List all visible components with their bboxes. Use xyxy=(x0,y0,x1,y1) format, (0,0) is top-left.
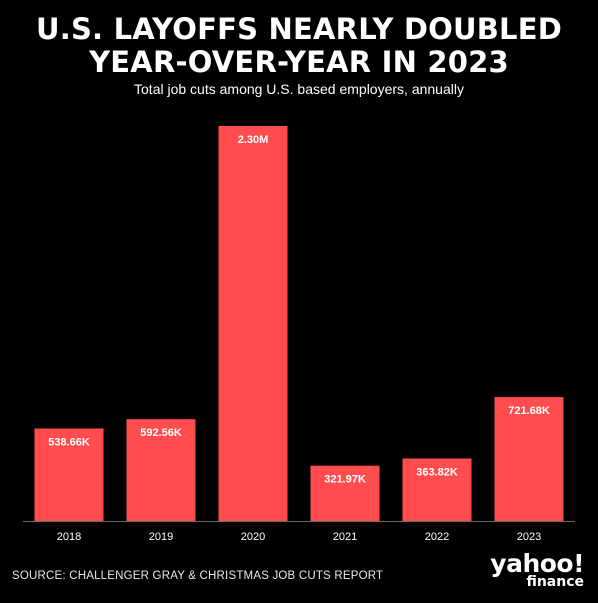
chart-title-line-2: YEAR-OVER-YEAR IN 2023 xyxy=(89,45,509,79)
chart-title-line-1: U.S. LAYOFFS NEARLY DOUBLED xyxy=(36,12,562,46)
x-tick-label-2021: 2021 xyxy=(333,531,357,543)
data-label-2022: 363.82K xyxy=(416,467,458,479)
bar-2020 xyxy=(218,126,288,521)
data-label-2021: 321.97K xyxy=(324,474,366,486)
data-label-2023: 721.68K xyxy=(508,405,550,417)
bar-2023 xyxy=(494,397,564,521)
yahoo-finance-logo: yahoo! finance xyxy=(472,549,584,590)
data-label-2020: 2.30M xyxy=(238,134,269,146)
bar-2018 xyxy=(34,428,104,521)
x-tick-label-2019: 2019 xyxy=(149,531,173,543)
bar-2021 xyxy=(310,465,380,521)
data-label-2019: 592.56K xyxy=(140,427,182,439)
logo-wordmark: yahoo! xyxy=(490,549,584,578)
bar-2019 xyxy=(126,419,196,521)
x-tick-label-2018: 2018 xyxy=(57,531,81,543)
x-tick-label-2020: 2020 xyxy=(241,531,265,543)
bar-chart: 538.66K 2018 592.56K 2019 2.30M 2020 321.97K 20… xyxy=(23,126,575,543)
chart-subtitle: Total job cuts among U.S. based employer… xyxy=(134,81,464,97)
bar-2022 xyxy=(402,458,472,521)
x-tick-label-2022: 2022 xyxy=(425,531,449,543)
x-tick-label-2023: 2023 xyxy=(517,531,541,543)
logo-subtitle: finance xyxy=(526,574,584,590)
source-note: SOURCE: CHALLENGER GRAY & CHRISTMAS JOB … xyxy=(12,570,384,582)
data-label-2018: 538.66K xyxy=(48,437,90,449)
